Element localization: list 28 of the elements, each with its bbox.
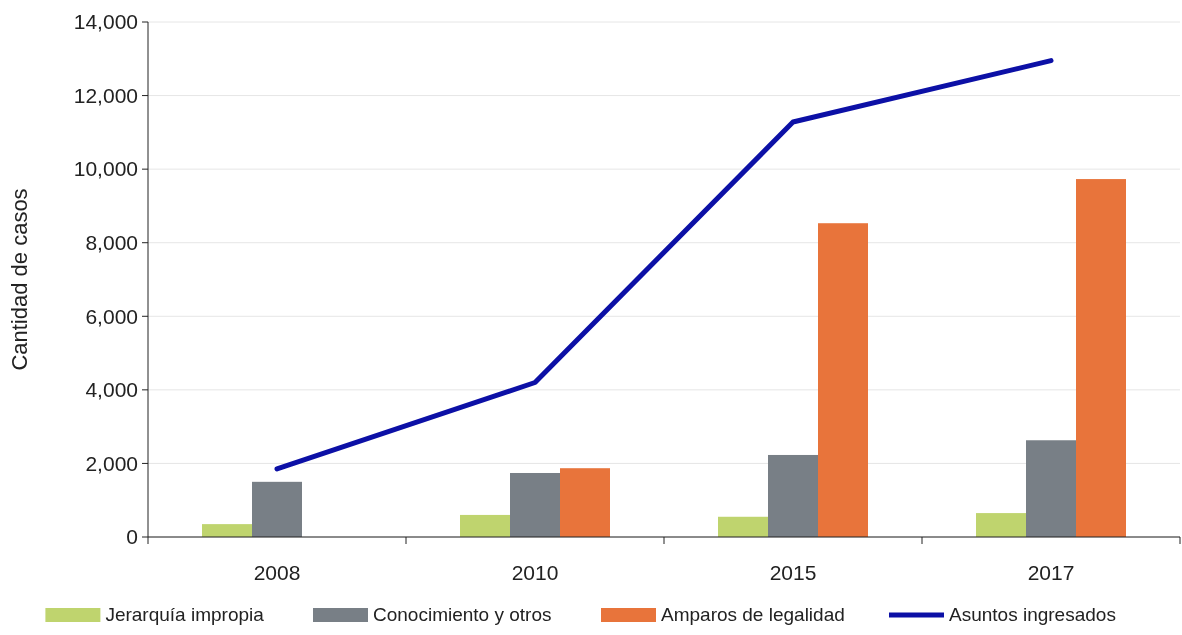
x-tick-label: 2008 (253, 561, 301, 584)
x-tick-label: 2015 (769, 561, 817, 584)
bar (1026, 440, 1076, 537)
x-tick-label: 2010 (511, 561, 559, 584)
y-tick-label: 4,000 (85, 378, 138, 402)
bar (1076, 179, 1126, 537)
y-tick-label: 10,000 (73, 157, 138, 181)
legend-label: Jerarquía impropia (105, 604, 265, 625)
y-tick-label: 0 (126, 525, 138, 549)
bar (460, 514, 510, 537)
bar (718, 516, 768, 537)
bar (510, 472, 560, 537)
y-tick-label: 6,000 (85, 304, 138, 328)
bar (818, 223, 868, 537)
bar (560, 468, 610, 537)
bar (252, 481, 302, 537)
y-tick-label: 12,000 (73, 83, 138, 107)
bar (768, 454, 818, 537)
bar (976, 513, 1026, 537)
x-tick-label: 2017 (1027, 561, 1075, 584)
bar (202, 524, 252, 537)
y-tick-label: 8,000 (85, 231, 138, 255)
legend-label: Amparos de legalidad (661, 604, 845, 625)
legend-label: Asuntos ingresados (949, 604, 1116, 625)
y-axis-title: Cantidad de casos (7, 188, 32, 371)
y-tick-label: 2,000 (85, 451, 138, 475)
y-tick-label: 14,000 (73, 10, 138, 34)
legend-label: Conocimiento y otros (373, 604, 552, 625)
